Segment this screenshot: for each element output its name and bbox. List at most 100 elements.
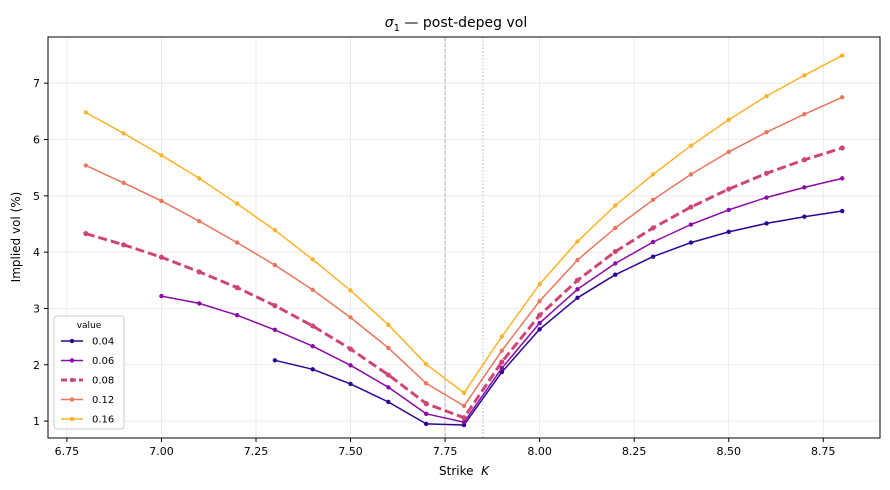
- data-point-1-0: [159, 293, 164, 299]
- data-point-1-8: [461, 420, 467, 425]
- data-point-4-19: [802, 73, 807, 78]
- data-point-2-5: [272, 303, 278, 309]
- data-point-0-10: [650, 254, 656, 259]
- data-point-1-18: [839, 176, 845, 181]
- data-point-3-15: [650, 197, 656, 202]
- data-point-2-15: [650, 225, 656, 231]
- data-point-1-14: [688, 222, 694, 227]
- data-point-1-5: [348, 363, 353, 368]
- legend[interactable]: value 0.04 0.06 0.08 0.12 0.16: [53, 315, 125, 430]
- data-point-3-18: [764, 129, 769, 135]
- data-point-0-7: [537, 327, 542, 332]
- data-point-0-0: [272, 358, 278, 363]
- y-tick-label-3: 4: [33, 246, 40, 259]
- data-point-3-17: [726, 149, 731, 155]
- data-point-2-13: [574, 277, 581, 283]
- data-point-3-1: [121, 180, 126, 186]
- data-point-4-2: [159, 153, 164, 158]
- series-line-0: [274, 210, 843, 426]
- data-point-1-4: [310, 343, 315, 349]
- x-axis-ticks: 6.75 7.00 7.25 7.50 7.75 8.00 8.25 8.50 8.75: [55, 438, 836, 458]
- data-point-3-20: [839, 95, 845, 100]
- data-point-4-4: [234, 201, 240, 206]
- data-point-2-14: [612, 248, 618, 255]
- x-tick-label-4: 7.75: [433, 445, 458, 458]
- data-point-0-11: [688, 240, 694, 245]
- data-point-0-9: [613, 272, 618, 277]
- data-point-3-8: [386, 345, 391, 351]
- data-point-3-2: [159, 198, 164, 204]
- y-tick-label-0: 1: [33, 415, 40, 428]
- data-point-3-19: [802, 111, 807, 117]
- data-point-3-7: [348, 315, 353, 320]
- data-point-1-1: [197, 301, 202, 306]
- data-point-4-11: [499, 334, 505, 339]
- legend-title: value: [77, 321, 102, 331]
- data-point-2-1: [121, 242, 127, 248]
- data-point-2-10: [461, 415, 467, 421]
- y-tick-label-5: 6: [33, 134, 40, 147]
- data-point-4-6: [310, 257, 315, 262]
- data-point-1-10: [537, 320, 542, 326]
- data-point-3-10: [461, 403, 467, 409]
- data-point-1-15: [726, 207, 731, 213]
- data-point-4-16: [688, 143, 694, 148]
- data-point-4-7: [348, 288, 353, 293]
- data-point-4-8: [386, 322, 391, 327]
- data-point-1-16: [764, 195, 769, 200]
- data-point-3-9: [423, 381, 429, 386]
- data-point-4-15: [650, 172, 656, 177]
- legend-box: [53, 315, 125, 430]
- data-point-0-3: [386, 399, 391, 405]
- x-tick-label-0: 6.75: [55, 445, 80, 458]
- data-point-4-14: [613, 203, 618, 208]
- legend-label-1: 0.06: [92, 356, 114, 367]
- y-tick-label-6: 7: [33, 77, 40, 90]
- y-axis-ticks: 1 2 3 4 5 6 7: [33, 77, 48, 428]
- data-point-1-11: [575, 287, 580, 292]
- y-tick-label-4: 5: [33, 190, 40, 203]
- data-point-4-1: [121, 131, 126, 136]
- data-point-3-12: [537, 298, 542, 304]
- data-point-1-2: [234, 313, 240, 318]
- legend-label-0: 0.04: [92, 337, 114, 348]
- y-tick-label-1: 2: [33, 359, 40, 372]
- series-0: [272, 208, 845, 428]
- legend-swatch-marker-2: [69, 377, 75, 383]
- data-point-4-17: [726, 117, 731, 122]
- data-point-2-7: [347, 346, 354, 352]
- data-point-2-3: [196, 269, 202, 275]
- data-point-2-17: [726, 186, 732, 192]
- data-point-3-3: [197, 218, 202, 224]
- series-1: [159, 176, 845, 425]
- x-tick-label-5: 8.00: [527, 445, 552, 458]
- x-tick-label-8: 8.75: [811, 445, 836, 458]
- data-point-3-5: [272, 262, 278, 268]
- x-tick-label-7: 8.50: [716, 445, 741, 458]
- data-point-4-18: [764, 93, 769, 99]
- data-point-2-8: [385, 372, 391, 378]
- chart-title: σ1 — post-depeg vol: [385, 15, 528, 34]
- data-point-0-2: [348, 381, 353, 387]
- data-point-4-5: [272, 227, 278, 233]
- x-axis-label: Strike K: [439, 464, 490, 478]
- data-point-4-12: [537, 282, 542, 287]
- data-point-0-1: [310, 367, 315, 372]
- data-point-2-18: [763, 170, 770, 176]
- series-layer: [83, 53, 845, 428]
- data-point-3-16: [688, 172, 694, 177]
- data-point-0-15: [839, 208, 845, 214]
- legend-swatch-marker-0: [69, 338, 75, 344]
- y-tick-label-2: 3: [33, 302, 40, 315]
- data-point-3-14: [613, 225, 618, 231]
- data-point-4-13: [575, 239, 580, 244]
- data-point-1-9: [499, 365, 505, 371]
- data-point-4-3: [197, 176, 202, 181]
- legend-swatch-marker-3: [69, 397, 75, 402]
- series-3: [83, 95, 845, 409]
- reference-lines: [444, 37, 484, 438]
- data-point-1-3: [272, 327, 278, 333]
- y-axis-label: Implied vol (%): [9, 192, 23, 283]
- data-point-4-10: [461, 390, 467, 396]
